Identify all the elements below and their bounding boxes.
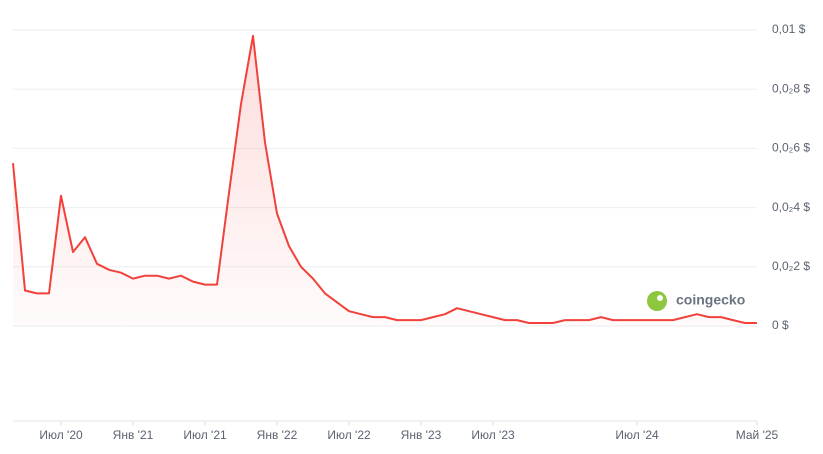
x-tick-label: Июл '23	[471, 428, 515, 442]
price-line	[12, 34, 757, 324]
y-tick-label: 0,0₂8 $	[772, 81, 810, 95]
axes: 0,01 $ 0,0₂8 $ 0,0₂6 $ 0,0₂4 $ 0,0₂2 $ 0 $ Июл…	[12, 22, 810, 442]
x-tick-label: Май '25	[736, 428, 779, 442]
area	[13, 35, 757, 327]
watermark-text: coingecko	[676, 292, 745, 308]
y-tick-label: 0 $	[772, 318, 789, 332]
logo	[647, 291, 667, 311]
x-tick-label: Июл '20	[39, 428, 83, 442]
x-tick-label: Июл '22	[327, 428, 371, 442]
y-tick-label: 0,0₂6 $	[772, 141, 810, 155]
x-tick-label: Янв '23	[401, 428, 442, 442]
y-tick-label: 0,0₂4 $	[772, 200, 810, 214]
x-tick-label: Июл '24	[615, 428, 659, 442]
y-tick-label: 0,01 $	[772, 22, 806, 36]
y-tick-label: 0,0₂2 $	[772, 259, 810, 273]
x-tick-label: Янв '22	[257, 428, 298, 442]
x-tick-label: Июл '21	[183, 428, 227, 442]
watermark: coingecko	[647, 291, 745, 311]
logo-eye	[657, 295, 663, 301]
x-tick-label: Янв '21	[113, 428, 154, 442]
